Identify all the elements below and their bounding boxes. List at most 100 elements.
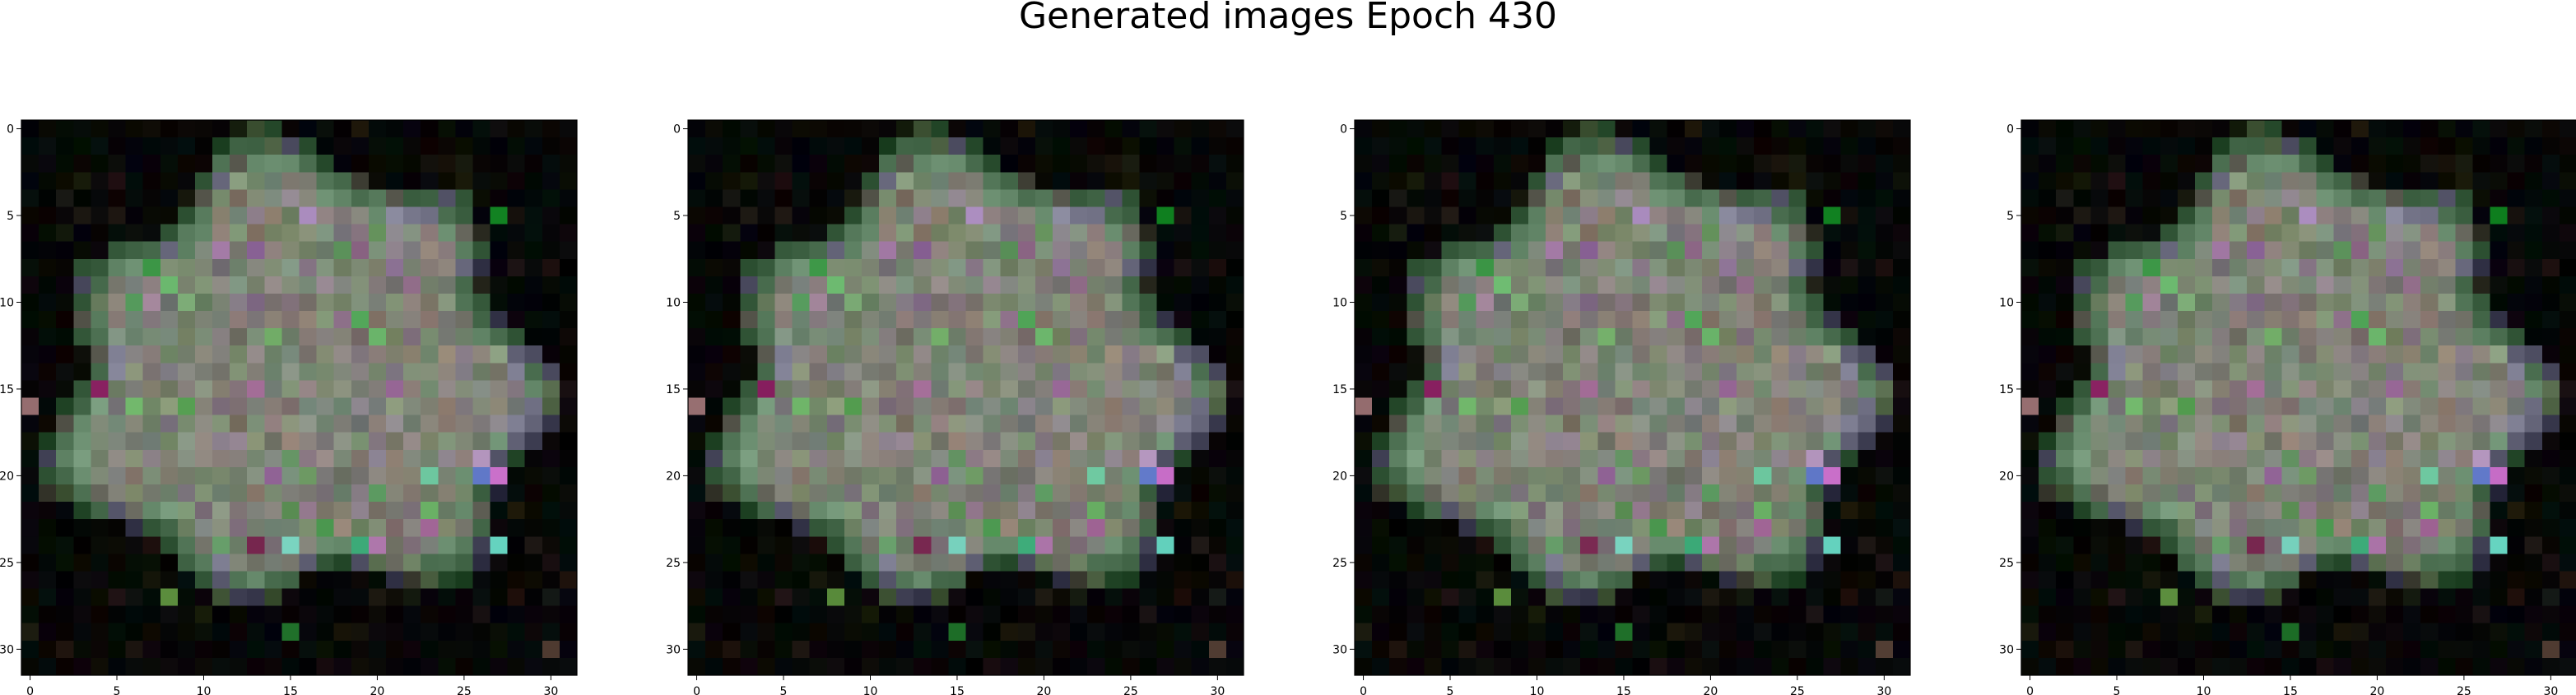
pixel [740,293,758,312]
pixel [1771,449,1789,468]
pixel [931,155,949,173]
pixel [2403,623,2421,642]
pixel [91,311,109,329]
pixel [1823,293,1842,312]
pixel [1527,449,1546,468]
pixel [1615,311,1634,329]
pixel [39,241,57,260]
pixel [21,328,40,346]
pixel [2039,155,2057,173]
pixel [2472,605,2491,624]
pixel [1858,172,1876,190]
pixel [1000,276,1019,294]
pixel [1052,640,1071,659]
pixel [2281,432,2300,451]
pixel [1892,241,1911,260]
pixel [559,605,578,624]
pixel [2194,224,2213,243]
pixel [1424,432,1443,451]
pixel [385,380,404,399]
pixel [177,554,196,572]
pixel [1510,345,1529,364]
pixel [2212,311,2230,329]
pixel [1510,258,1529,277]
pixel [73,502,91,520]
pixel [2368,224,2387,243]
pixel [2403,380,2421,399]
pixel [542,137,560,155]
pixel [1510,571,1529,590]
pixel [914,502,932,520]
pixel [2472,120,2491,138]
pixel [1546,328,1564,346]
pixel [91,380,109,399]
pixel [740,536,758,554]
pixel [1649,328,1668,346]
pixel [2073,484,2091,503]
pixel [1546,519,1564,537]
pixel [2524,206,2543,225]
pixel [1737,172,1755,190]
pixel [826,189,845,208]
pixel [91,397,109,416]
pixel [2524,276,2543,294]
pixel [861,206,880,225]
pixel [385,155,404,173]
pixel [1070,155,1088,173]
pixel [1527,293,1546,312]
pixel [333,657,352,676]
pixel [421,155,439,173]
pixel [2194,137,2213,155]
pixel [1225,519,1244,537]
pixel [705,415,723,433]
pixel [403,380,421,399]
pixel [281,189,300,208]
pixel [861,397,880,416]
pixel [2368,432,2387,451]
pixel [1840,345,1859,364]
pixel [705,137,723,155]
pixel [472,258,491,277]
pixel [351,380,370,399]
pixel [2177,189,2196,208]
pixel [2333,328,2352,346]
pixel [559,519,578,537]
pixel [2333,380,2352,399]
pixel [826,519,845,537]
pixel [455,293,474,312]
pixel [264,380,282,399]
pixel [931,605,949,624]
pixel [1632,120,1651,138]
pixel [931,172,949,190]
pixel [1087,605,1105,624]
y-tick-label: 15 [1999,383,2014,396]
pixel [2177,657,2196,676]
pixel [1563,571,1581,590]
pixel [2420,623,2439,642]
pixel [1892,189,1911,208]
pixel [2021,189,2039,208]
y-tick-label: 30 [666,643,681,656]
pixel [983,276,1002,294]
pixel [1174,484,1193,503]
pixel [351,137,370,155]
pixel [2247,449,2265,468]
pixel [2125,189,2144,208]
pixel [91,345,109,364]
pixel [2039,363,2057,381]
pixel [1580,363,1598,381]
pixel [2230,206,2248,225]
pixel [455,484,474,503]
pixel [1615,137,1634,155]
pixel [2524,466,2543,485]
pixel [264,640,282,659]
pixel [723,640,741,659]
pixel [2039,311,2057,329]
pixel [438,519,456,537]
pixel [1615,640,1634,659]
pixel [108,519,127,537]
pixel [1858,120,1876,138]
pixel [56,311,74,329]
axes-frame [687,119,1244,676]
pixel [1191,657,1210,676]
